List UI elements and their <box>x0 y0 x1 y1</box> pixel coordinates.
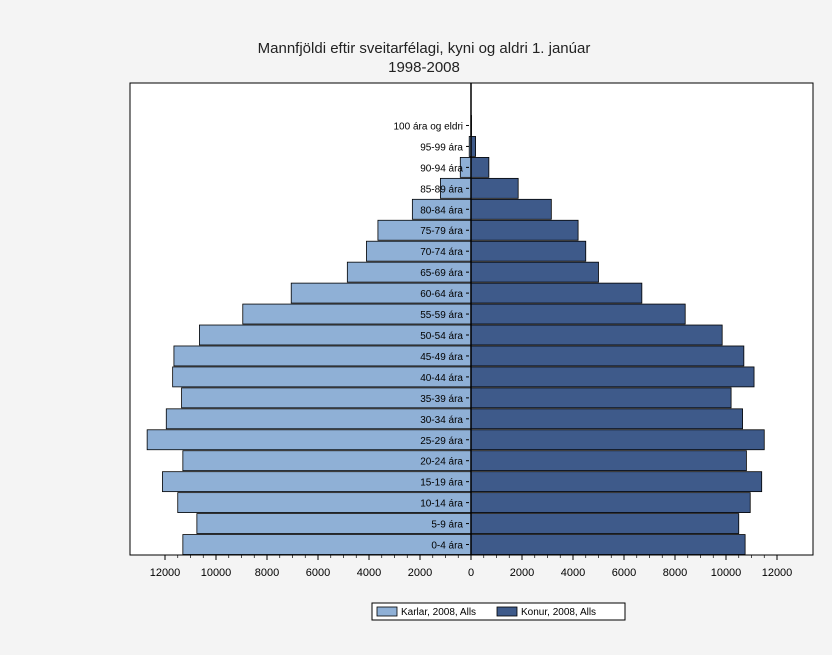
bar-konur-5 <box>470 429 765 451</box>
bar-konur-7 <box>470 387 732 409</box>
category-label: 5-9 ára <box>431 520 463 531</box>
bar-konur-4 <box>470 450 747 472</box>
category-labels-group: 0-4 ára 5-9 ára 10-14 ára 15-19 ára 20-24 ár… <box>394 121 469 552</box>
bar-karlar-1 <box>196 513 472 534</box>
legend-swatch-konur <box>496 606 518 617</box>
category-label: 70-74 ára <box>420 247 463 258</box>
category-label: 15-19 ára <box>420 478 463 489</box>
bar-karlar-0 <box>182 534 472 555</box>
category-label: 90-94 ára <box>420 163 463 174</box>
x-tick-label: 2000 <box>510 567 534 579</box>
bar-konur-1 <box>470 513 740 534</box>
category-label: 100 ára og eldri <box>394 121 464 132</box>
bar-konur-14 <box>470 240 587 262</box>
x-tick-label: 10000 <box>711 567 742 579</box>
category-label: 10-14 ára <box>420 499 463 510</box>
category-label: 45-49 ára <box>420 352 463 363</box>
category-label: 75-79 ára <box>420 226 463 237</box>
category-label: 35-39 ára <box>420 394 463 405</box>
chart-subtitle: 1998-2008 <box>388 59 460 76</box>
legend: Karlar, 2008, Alls Konur, 2008, Alls <box>371 602 626 621</box>
bar-konur-9 <box>470 345 745 367</box>
category-label: 30-34 ára <box>420 415 463 426</box>
x-tick-label: 6000 <box>612 567 636 579</box>
category-label: 40-44 ára <box>420 373 463 384</box>
x-tick-label: 12000 <box>762 567 793 579</box>
bar-konur-10 <box>470 324 723 346</box>
bar-konur-6 <box>470 408 743 430</box>
bar-konur-3 <box>470 471 763 493</box>
bar-konur-15 <box>470 219 579 241</box>
bar-konur-16 <box>470 198 552 220</box>
chart-title: Mannfjöldi eftir sveitarfélagi, kyni og … <box>258 40 591 57</box>
x-tick-label: 6000 <box>306 567 330 579</box>
category-label: 20-24 ára <box>420 457 463 468</box>
legend-label-konur: Konur, 2008, Alls <box>521 607 596 618</box>
category-label: 85-89 ára <box>420 184 463 195</box>
bar-konur-13 <box>470 261 599 283</box>
category-label: 55-59 ára <box>420 310 463 321</box>
x-tick-label: 2000 <box>408 567 432 579</box>
bar-konur-17 <box>470 177 519 199</box>
x-tick-label: 8000 <box>663 567 687 579</box>
x-tick-label: 4000 <box>357 567 381 579</box>
legend-label-karlar: Karlar, 2008, Alls <box>401 607 476 618</box>
category-label: 60-64 ára <box>420 289 463 300</box>
bar-konur-8 <box>470 366 755 388</box>
category-label: 25-29 ára <box>420 436 463 447</box>
bar-konur-2 <box>470 492 751 513</box>
category-label: 95-99 ára <box>420 142 463 153</box>
category-label: 80-84 ára <box>420 205 463 216</box>
category-label: 65-69 ára <box>420 268 463 279</box>
bar-konur-12 <box>470 282 643 304</box>
legend-swatch-karlar <box>376 606 398 617</box>
bar-konur-0 <box>470 534 746 555</box>
category-label: 50-54 ára <box>420 331 463 342</box>
bar-konur-11 <box>470 303 686 325</box>
x-axis: 12000 10000 8000 6000 4000 2000 0 2000 4000 6000 8… <box>150 555 793 579</box>
category-label: 0-4 ára <box>431 541 463 552</box>
bars-group <box>146 83 765 555</box>
x-tick-label: 4000 <box>561 567 585 579</box>
x-tick-label: 0 <box>468 567 474 579</box>
x-tick-label: 10000 <box>201 567 232 579</box>
bar-konur-18 <box>470 157 490 178</box>
x-tick-label: 12000 <box>150 567 181 579</box>
x-tick-label: 8000 <box>255 567 279 579</box>
